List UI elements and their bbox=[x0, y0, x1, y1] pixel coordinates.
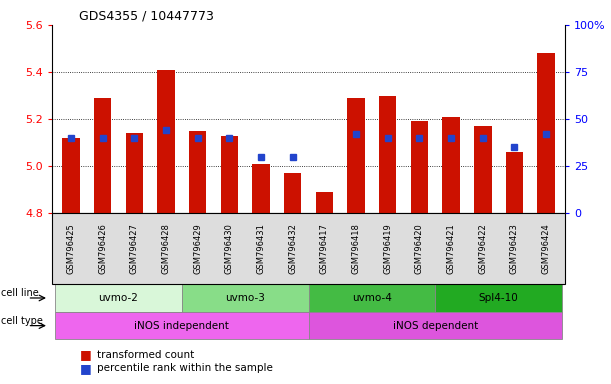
Bar bbox=[538, 53, 555, 213]
Text: GSM796417: GSM796417 bbox=[320, 223, 329, 274]
Text: cell type: cell type bbox=[1, 316, 43, 326]
Text: GSM796418: GSM796418 bbox=[351, 223, 360, 274]
Text: GDS4355 / 10447773: GDS4355 / 10447773 bbox=[79, 10, 214, 23]
Bar bbox=[221, 136, 238, 213]
Bar bbox=[348, 98, 365, 213]
Text: uvmo-4: uvmo-4 bbox=[352, 293, 392, 303]
Bar bbox=[474, 126, 491, 213]
Text: GSM796430: GSM796430 bbox=[225, 223, 234, 274]
Text: GSM796420: GSM796420 bbox=[415, 223, 424, 274]
Text: iNOS dependent: iNOS dependent bbox=[393, 321, 478, 331]
Text: transformed count: transformed count bbox=[97, 350, 194, 360]
Bar bbox=[379, 96, 397, 213]
Text: GSM796419: GSM796419 bbox=[383, 223, 392, 274]
Bar bbox=[506, 152, 523, 213]
Text: iNOS independent: iNOS independent bbox=[134, 321, 229, 331]
Text: GSM796427: GSM796427 bbox=[130, 223, 139, 274]
Bar bbox=[442, 117, 460, 213]
Text: percentile rank within the sample: percentile rank within the sample bbox=[97, 363, 273, 373]
Text: GSM796424: GSM796424 bbox=[542, 223, 551, 274]
Bar bbox=[157, 70, 175, 213]
Text: GSM796432: GSM796432 bbox=[288, 223, 297, 274]
Text: uvmo-2: uvmo-2 bbox=[98, 293, 139, 303]
Text: ■: ■ bbox=[79, 348, 91, 361]
Text: GSM796429: GSM796429 bbox=[193, 223, 202, 274]
Bar bbox=[189, 131, 207, 213]
Bar bbox=[62, 138, 79, 213]
Text: GSM796426: GSM796426 bbox=[98, 223, 107, 274]
Text: Spl4-10: Spl4-10 bbox=[479, 293, 519, 303]
Bar bbox=[94, 98, 111, 213]
Text: GSM796428: GSM796428 bbox=[161, 223, 170, 274]
Bar bbox=[126, 133, 143, 213]
Bar bbox=[252, 164, 269, 213]
Text: GSM796423: GSM796423 bbox=[510, 223, 519, 274]
Text: GSM796422: GSM796422 bbox=[478, 223, 488, 274]
Bar bbox=[284, 173, 301, 213]
Text: cell line: cell line bbox=[1, 288, 39, 298]
Text: GSM796421: GSM796421 bbox=[447, 223, 456, 274]
Text: GSM796425: GSM796425 bbox=[67, 223, 75, 274]
Bar bbox=[316, 192, 333, 213]
Text: uvmo-3: uvmo-3 bbox=[225, 293, 265, 303]
Bar bbox=[411, 121, 428, 213]
Text: ■: ■ bbox=[79, 362, 91, 375]
Text: GSM796431: GSM796431 bbox=[257, 223, 266, 274]
